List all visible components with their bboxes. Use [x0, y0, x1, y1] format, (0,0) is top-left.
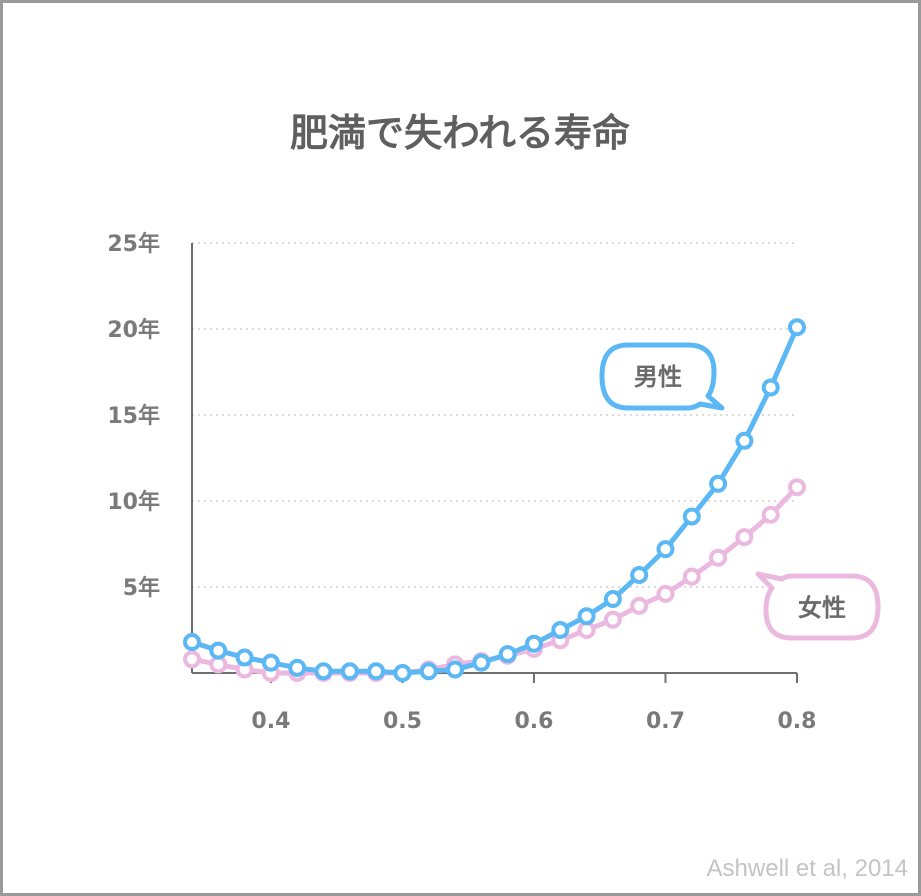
legend-callout-male: 男性	[599, 342, 725, 411]
point-0-18	[656, 540, 675, 559]
point-0-6	[340, 662, 359, 681]
point-0-16	[603, 590, 622, 609]
y-tick-label-1: 10年	[107, 489, 160, 515]
point-0-14	[551, 621, 570, 639]
y-tick-label-4: 25年	[107, 231, 160, 257]
point-1-0	[183, 650, 201, 669]
callout-label-female: 女性	[798, 594, 846, 622]
legend-callout-female: 女性	[755, 571, 881, 641]
point-1-20	[709, 548, 728, 567]
y-tick-label-0: 5年	[123, 575, 160, 601]
point-0-0	[183, 633, 201, 652]
x-tick-label-4: 0.8	[778, 709, 817, 734]
point-0-19	[682, 507, 701, 526]
series-0	[183, 318, 806, 682]
grid	[192, 242, 797, 588]
x-tick-label-1: 0.5	[383, 709, 422, 734]
point-0-17	[630, 565, 649, 584]
callout-label-male: 男性	[634, 363, 682, 391]
point-1-22	[761, 505, 780, 524]
point-0-1	[209, 641, 228, 660]
point-1-16	[603, 610, 622, 629]
axes	[191, 243, 798, 683]
series	[183, 318, 806, 682]
x-tick-label-3: 0.7	[646, 709, 685, 734]
point-0-9	[419, 662, 438, 681]
point-0-15	[577, 607, 596, 626]
callout-bubble-male	[599, 342, 725, 411]
point-0-7	[367, 662, 386, 681]
point-0-22	[761, 378, 780, 397]
point-0-11	[472, 653, 491, 672]
point-0-4	[288, 658, 307, 677]
callout-bubble-female	[755, 571, 881, 641]
point-1-19	[682, 567, 701, 586]
point-1-17	[630, 596, 649, 615]
point-0-23	[788, 318, 806, 337]
point-0-10	[446, 660, 465, 679]
point-0-21	[735, 431, 754, 450]
point-0-12	[498, 645, 517, 664]
x-tick-label-2: 0.6	[514, 709, 553, 734]
y-tick-label-2: 15年	[107, 403, 160, 429]
source-credit: Ashwell et al, 2014	[707, 855, 908, 882]
point-0-20	[709, 474, 728, 493]
chart-title: 肥満で失われる寿命	[290, 111, 630, 155]
point-0-8	[393, 664, 412, 682]
series-line-1	[189, 484, 800, 676]
y-tick-label-3: 20年	[107, 317, 160, 343]
point-1-21	[735, 528, 754, 547]
point-0-3	[261, 653, 280, 672]
point-0-5	[314, 662, 333, 681]
tick-labels: 5年 10年 15年 20年 25年 0.4 0.5 0.6 0.7 0.8	[107, 231, 816, 734]
x-tick-label-0: 0.4	[251, 709, 290, 734]
point-0-2	[235, 648, 254, 667]
series-1	[183, 478, 806, 682]
point-1-23	[788, 478, 806, 497]
point-0-13	[524, 634, 543, 653]
point-1-18	[656, 584, 675, 603]
